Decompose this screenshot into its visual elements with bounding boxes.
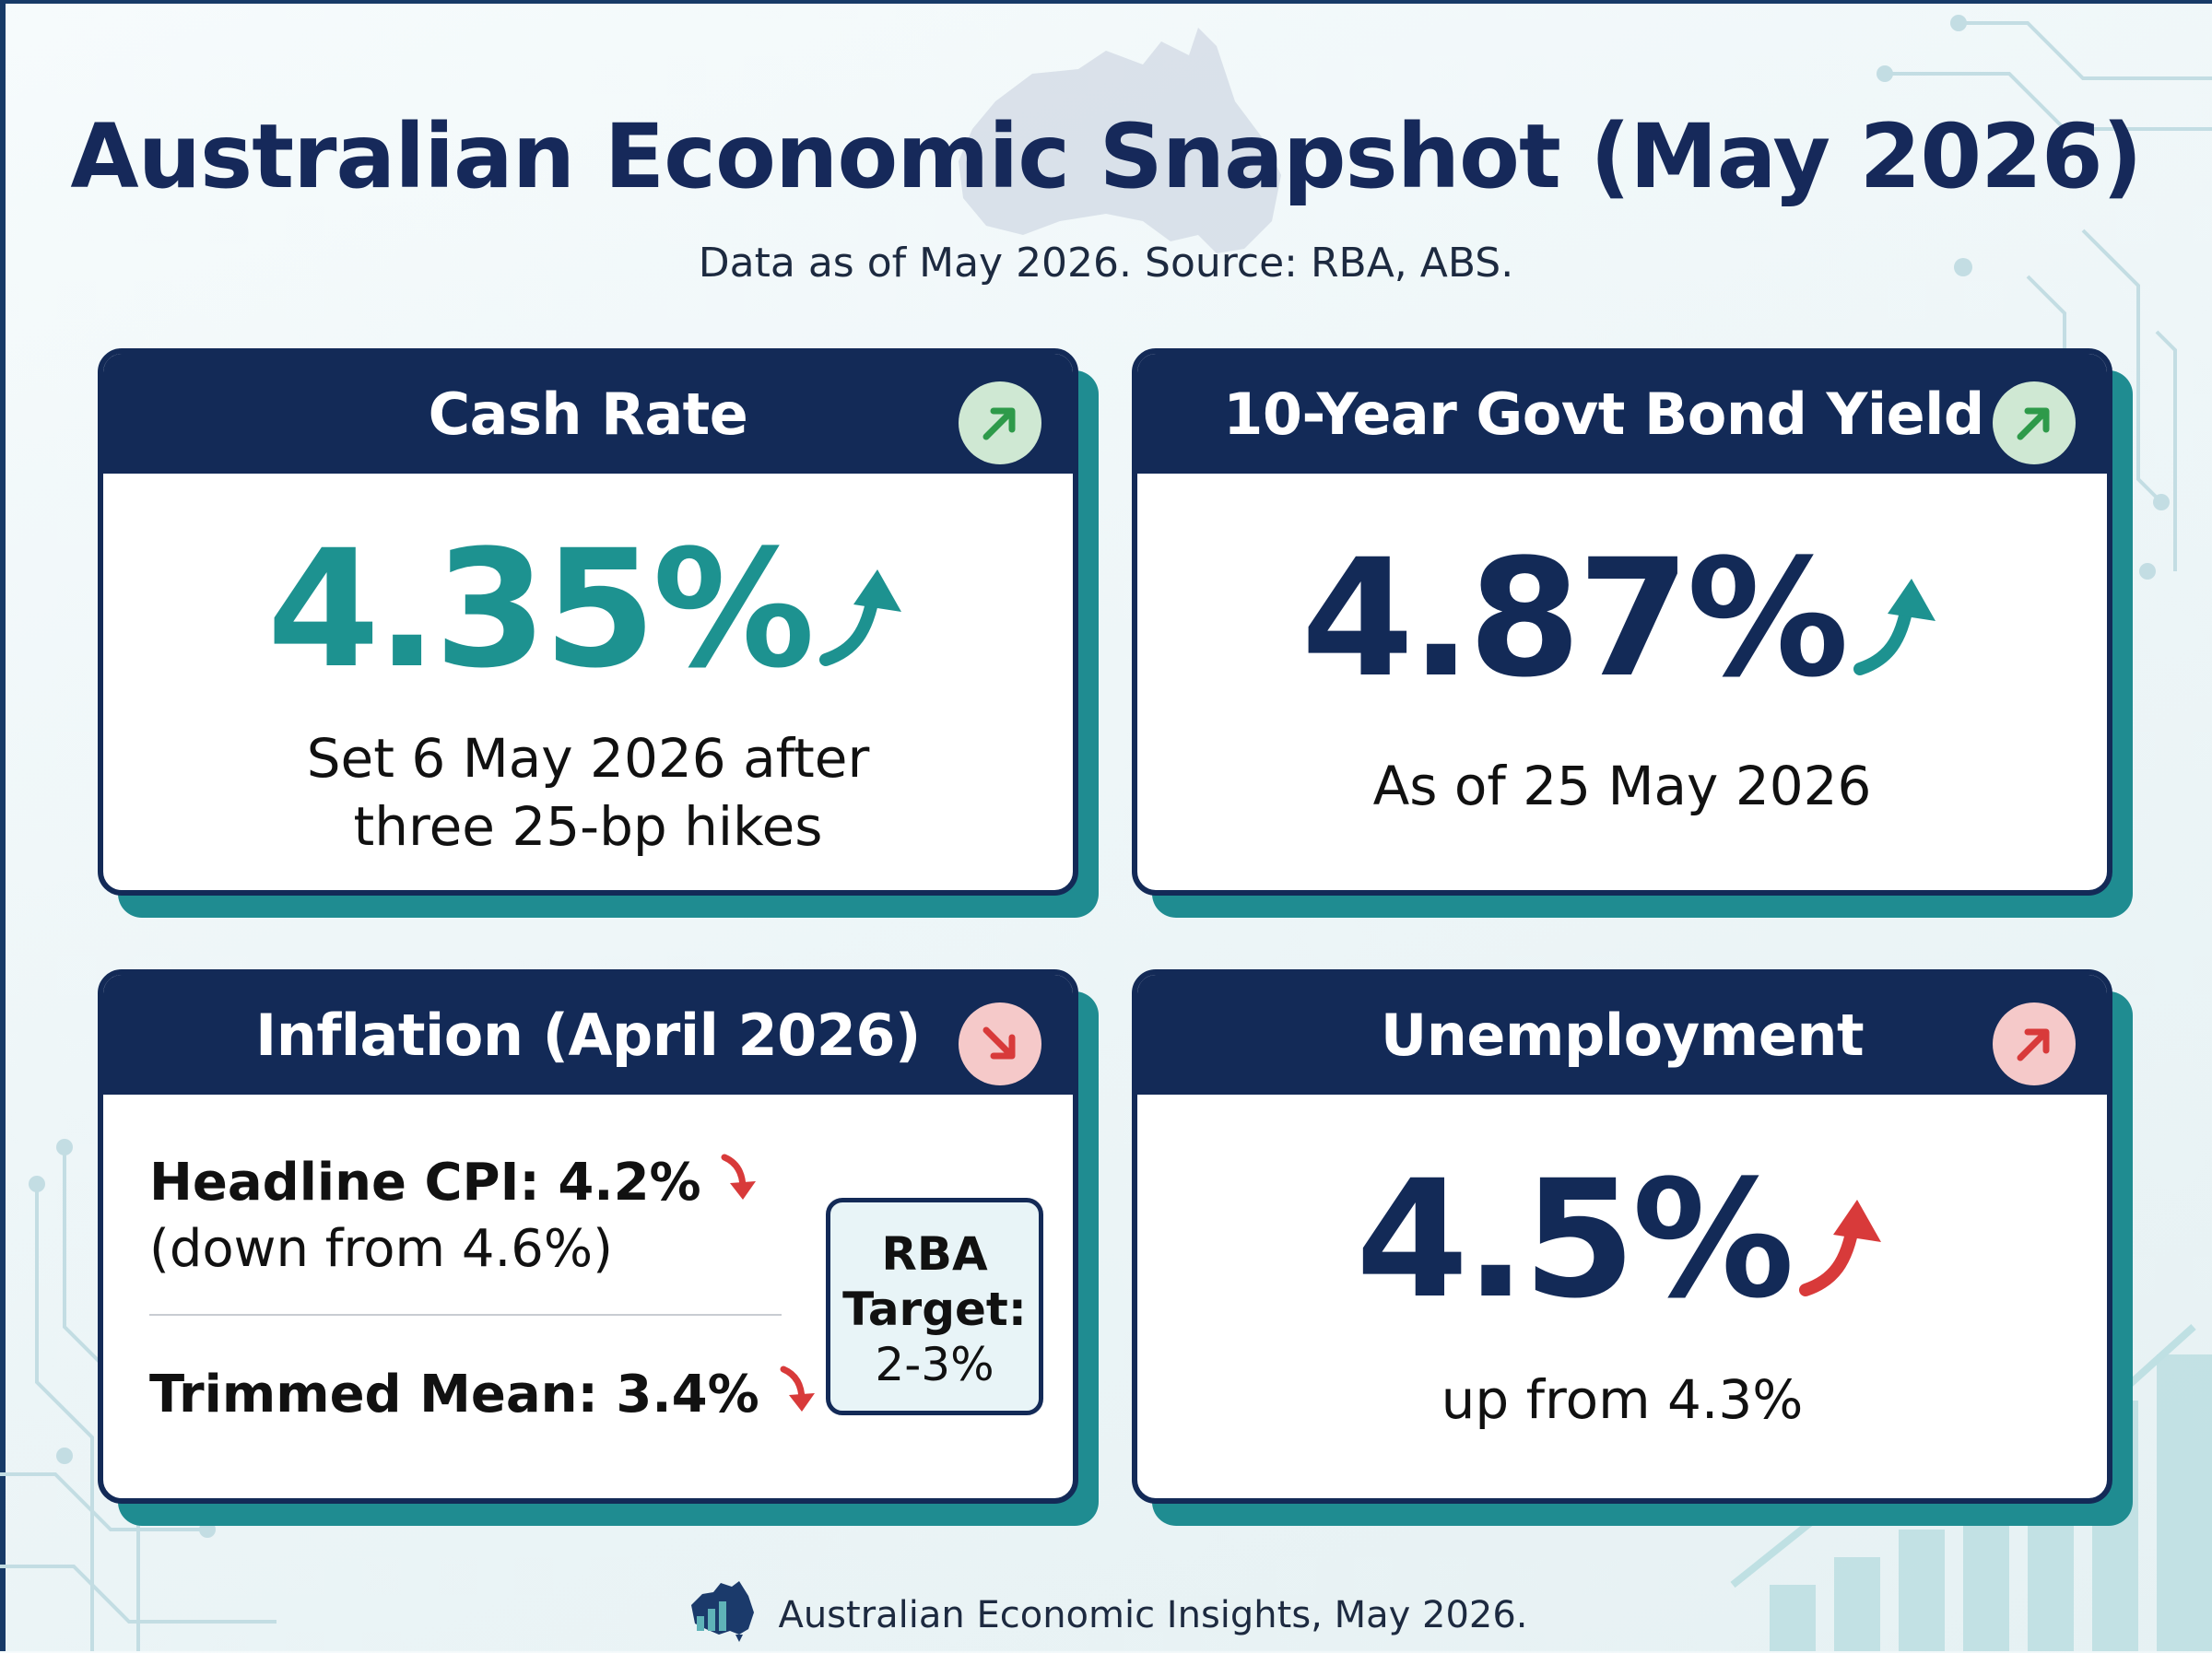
caption-line-2: three 25-bp hikes xyxy=(353,795,823,858)
bond-yield-title: 10-Year Govt Bond Yield xyxy=(1223,380,1984,448)
unemployment-title: Unemployment xyxy=(1380,1001,1865,1069)
page-title: Australian Economic Snapshot (May 2026) xyxy=(70,105,2142,208)
trimmed-mean-label: Trimmed Mean: 3.4% xyxy=(149,1365,759,1424)
inflation-title: Inflation (April 2026) xyxy=(255,1001,921,1069)
arrow-up-right-icon xyxy=(1993,381,2076,464)
card-body: Unemployment 4.5% up from 4.3% xyxy=(1132,969,2112,1504)
headline-cpi-row: Headline CPI: 4.2% xyxy=(149,1150,759,1220)
card-header: 10-Year Govt Bond Yield xyxy=(1137,354,2107,474)
circuit-dots-bottom-left xyxy=(29,1139,216,1538)
trend-arrow-up-icon xyxy=(1796,1189,1888,1303)
arrow-up-right-icon xyxy=(1993,1002,2076,1085)
card-body: Inflation (April 2026) Headline CPI: 4.2… xyxy=(98,969,1078,1504)
target-label-1: RBA xyxy=(881,1227,988,1281)
unemployment-value: 4.5% xyxy=(1355,1145,1794,1334)
circuit-lines-bottom-left xyxy=(0,1152,276,1651)
down-arrow-icon xyxy=(717,1152,759,1220)
down-arrow-icon xyxy=(776,1364,818,1432)
footer: Australian Economic Insights, May 2026. xyxy=(0,1577,2212,1653)
target-value: 2-3% xyxy=(875,1338,994,1391)
cash-rate-value: 4.35% xyxy=(266,515,816,704)
bar-chart-decoration xyxy=(1770,1354,2212,1651)
bond-yield-value: 4.87% xyxy=(1300,524,1850,713)
unemployment-caption: up from 4.3% xyxy=(1441,1368,1804,1431)
page-subtitle: Data as of May 2026. Source: RBA, ABS. xyxy=(698,240,1514,287)
value-row: 4.35% xyxy=(103,529,1073,691)
card-header: Inflation (April 2026) xyxy=(103,975,1073,1095)
caption-line-1: Set 6 May 2026 after xyxy=(306,727,870,790)
target-label-2: Target: xyxy=(842,1283,1027,1336)
bond-yield-caption: As of 25 May 2026 xyxy=(1372,755,1872,817)
circuit-dots-top-right xyxy=(1877,15,2170,580)
circuit-lines-top-right xyxy=(1889,21,2212,571)
rba-target-box: RBA Target: 2-3% xyxy=(826,1198,1043,1415)
trimmed-mean-row: Trimmed Mean: 3.4% xyxy=(149,1362,818,1432)
card-header: Unemployment xyxy=(1137,975,2107,1095)
trend-arrow-up-icon xyxy=(1851,568,1943,682)
headline-cpi-label: Headline CPI: 4.2% xyxy=(149,1153,701,1213)
footer-text: Australian Economic Insights, May 2026. xyxy=(778,1594,1528,1636)
australia-map-watermark xyxy=(959,28,1281,253)
card-body: Cash Rate 4.35% Set 6 May 2026 after thr… xyxy=(98,348,1078,896)
australia-chart-logo xyxy=(684,1577,758,1653)
trend-arrow-up-icon xyxy=(817,558,909,673)
card-body: 10-Year Govt Bond Yield 4.87% As of 25 M… xyxy=(1132,348,2112,896)
headline-cpi-note: (down from 4.6%) xyxy=(149,1219,613,1279)
arrow-up-right-icon xyxy=(959,381,1041,464)
cash-rate-title: Cash Rate xyxy=(428,380,748,448)
cash-rate-caption: Set 6 May 2026 after three 25-bp hikes xyxy=(103,724,1073,861)
card-header: Cash Rate xyxy=(103,354,1073,474)
arrow-down-right-icon xyxy=(959,1002,1041,1085)
divider xyxy=(149,1314,782,1316)
header: Australian Economic Snapshot (May 2026) … xyxy=(0,101,2212,289)
value-row: 4.87% xyxy=(1137,538,2107,700)
value-row: 4.5% xyxy=(1137,1159,2107,1321)
